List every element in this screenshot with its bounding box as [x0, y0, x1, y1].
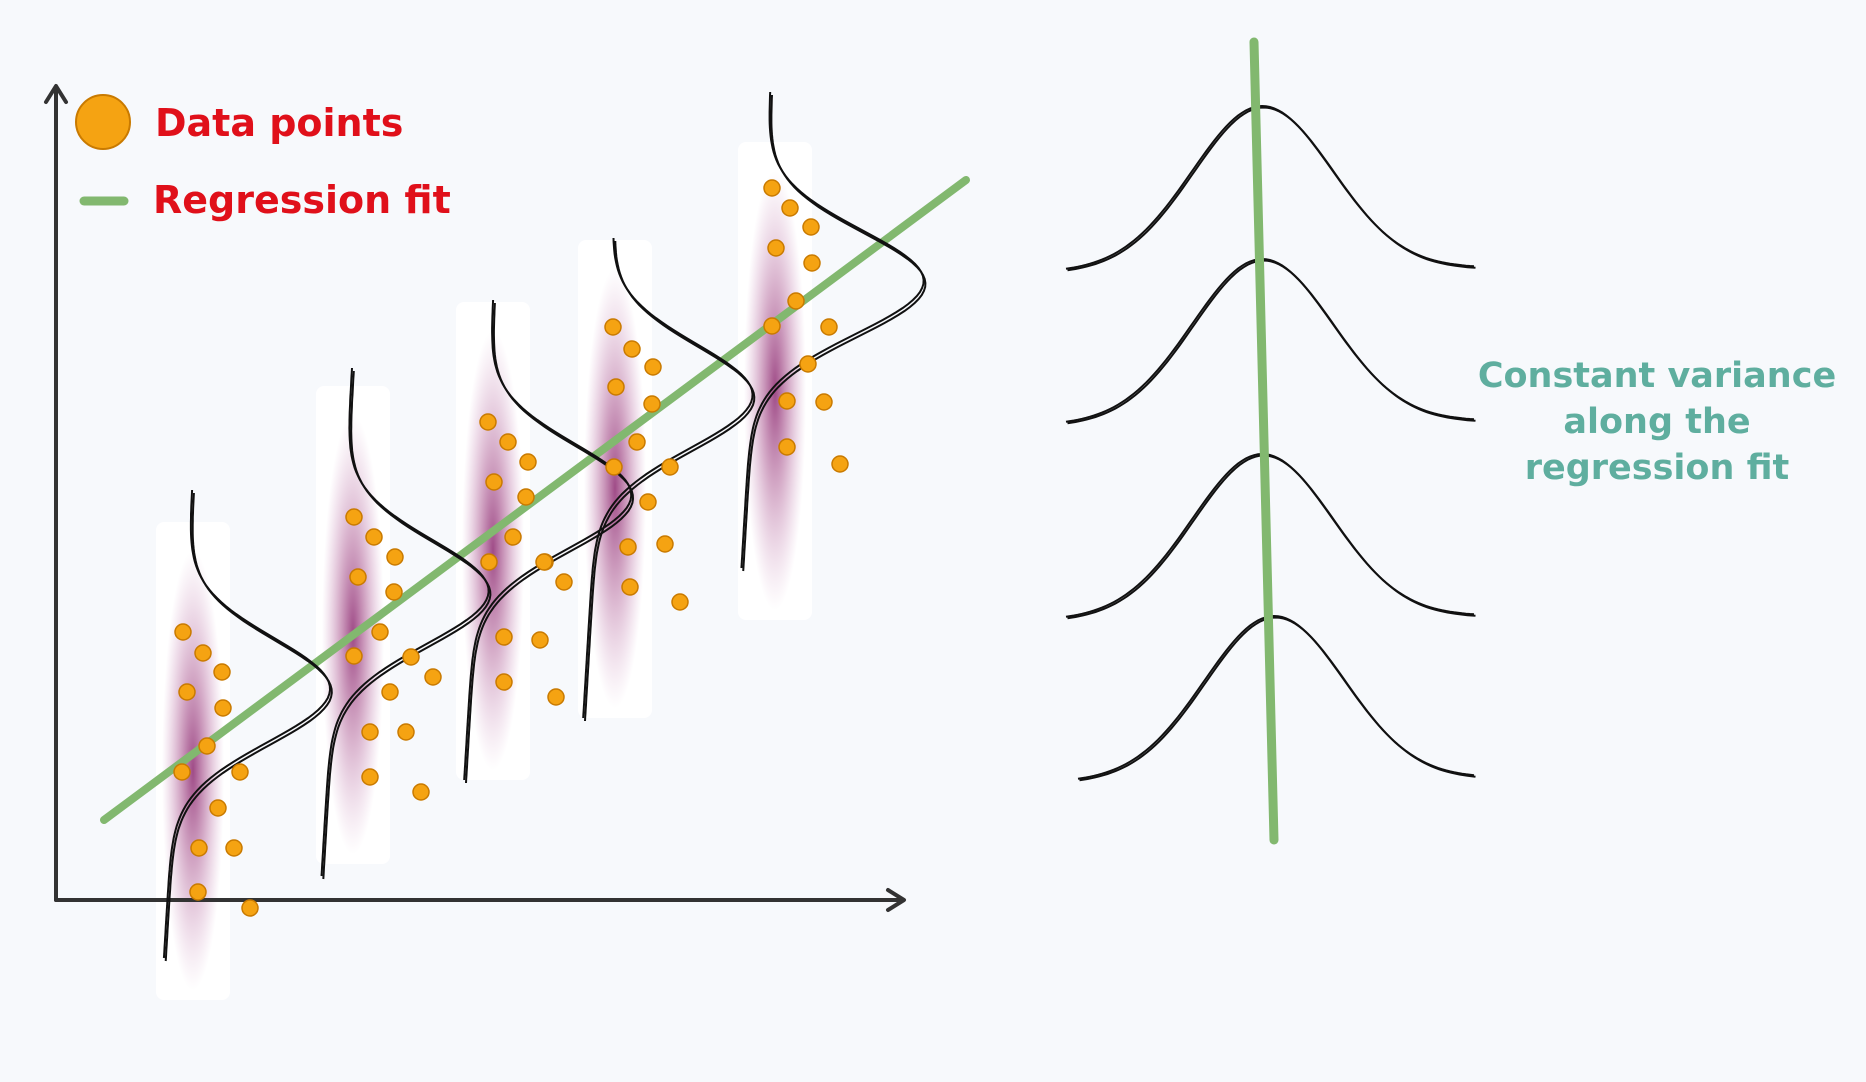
- data-point: [643, 395, 661, 413]
- bell-curve: [1067, 454, 1476, 620]
- bell-curve: [1065, 104, 1475, 270]
- data-point: [555, 573, 573, 591]
- bell-curve: [582, 237, 754, 719]
- data-point: [485, 473, 503, 491]
- data-point: [607, 378, 625, 396]
- data-point: [517, 488, 535, 506]
- data-point: [499, 433, 517, 451]
- data-point: [815, 393, 833, 411]
- data-point: [231, 763, 249, 781]
- data-point: [495, 628, 513, 646]
- data-point: [480, 553, 498, 571]
- conditional-distributions: [162, 91, 927, 962]
- data-point: [385, 583, 403, 601]
- data-point: [198, 737, 216, 755]
- bell-curve: [742, 94, 927, 572]
- data-point: [214, 699, 232, 717]
- data-point: [365, 528, 383, 546]
- data-point: [628, 433, 646, 451]
- data-point: [345, 508, 363, 526]
- bell-curve: [322, 370, 492, 880]
- data-point: [504, 528, 522, 546]
- bell-curve: [1067, 259, 1476, 425]
- bell-curve: [584, 240, 756, 722]
- data-point: [194, 644, 212, 662]
- data-point: [619, 538, 637, 556]
- data-point: [820, 318, 838, 336]
- data-point: [173, 763, 191, 781]
- data-point: [190, 839, 208, 857]
- data-point: [763, 317, 781, 335]
- data-point: [778, 392, 796, 410]
- data-point: [386, 548, 404, 566]
- data-point: [781, 199, 799, 217]
- data-point: [604, 318, 622, 336]
- legend-regression-fit-label: Regression fit: [153, 178, 451, 222]
- legend-data-points-label: Data points: [155, 101, 403, 145]
- data-point: [531, 631, 549, 649]
- data-point: [424, 668, 442, 686]
- annotation-line-3: regression fit: [1525, 448, 1790, 488]
- data-point: [371, 623, 389, 641]
- data-point: [656, 535, 674, 553]
- density-glow: [161, 550, 225, 991]
- vertical-fit-line: [1249, 37, 1279, 845]
- data-point: [402, 648, 420, 666]
- data-point: [361, 723, 379, 741]
- data-point: [787, 292, 805, 310]
- bell-curve: [164, 492, 333, 962]
- density-glow: [583, 268, 647, 709]
- annotation-line-2: along the: [1563, 402, 1750, 442]
- legend: Data points Regression fit: [75, 94, 451, 222]
- data-point: [644, 358, 662, 376]
- data-point: [661, 458, 679, 476]
- data-point: [189, 883, 207, 901]
- data-point: [349, 568, 367, 586]
- stacked-distributions: [1065, 104, 1476, 782]
- data-point: [605, 458, 623, 476]
- data-point: [767, 239, 785, 257]
- data-point: [763, 179, 781, 197]
- data-point: [803, 254, 821, 272]
- data-point: [479, 413, 497, 431]
- data-point-legend-marker: [75, 94, 131, 150]
- data-point: [519, 453, 537, 471]
- bell-curve: [465, 302, 635, 784]
- data-point: [397, 723, 415, 741]
- bell-curve: [1067, 106, 1476, 272]
- data-point: [412, 783, 430, 801]
- data-point: [621, 578, 639, 596]
- bell-curve: [1079, 616, 1476, 782]
- data-point: [623, 340, 641, 358]
- bell-curve: [1065, 257, 1475, 423]
- arrow-up-icon: [44, 84, 68, 104]
- annotation-line-1: Constant variance: [1478, 356, 1836, 396]
- data-point: [671, 593, 689, 611]
- density-bands: [156, 142, 812, 1000]
- data-point: [209, 799, 227, 817]
- constant-variance-annotation: Constant variance along the regression f…: [1478, 356, 1836, 488]
- data-point: [831, 455, 849, 473]
- data-point: [802, 218, 820, 236]
- data-point: [799, 355, 817, 373]
- data-point: [174, 623, 192, 641]
- data-point: [178, 683, 196, 701]
- regression-fit-line: [100, 176, 970, 824]
- data-point: [547, 688, 565, 706]
- data-point: [361, 768, 379, 786]
- data-point: [213, 663, 231, 681]
- data-point: [241, 899, 259, 917]
- data-point: [225, 839, 243, 857]
- data-point: [535, 553, 553, 571]
- data-point: [381, 683, 399, 701]
- data-point: [639, 493, 657, 511]
- data-point: [778, 438, 796, 456]
- data-points: [173, 179, 849, 917]
- data-point: [345, 647, 363, 665]
- data-point: [495, 673, 513, 691]
- bell-curve: [320, 367, 490, 877]
- arrow-right-icon: [886, 888, 906, 912]
